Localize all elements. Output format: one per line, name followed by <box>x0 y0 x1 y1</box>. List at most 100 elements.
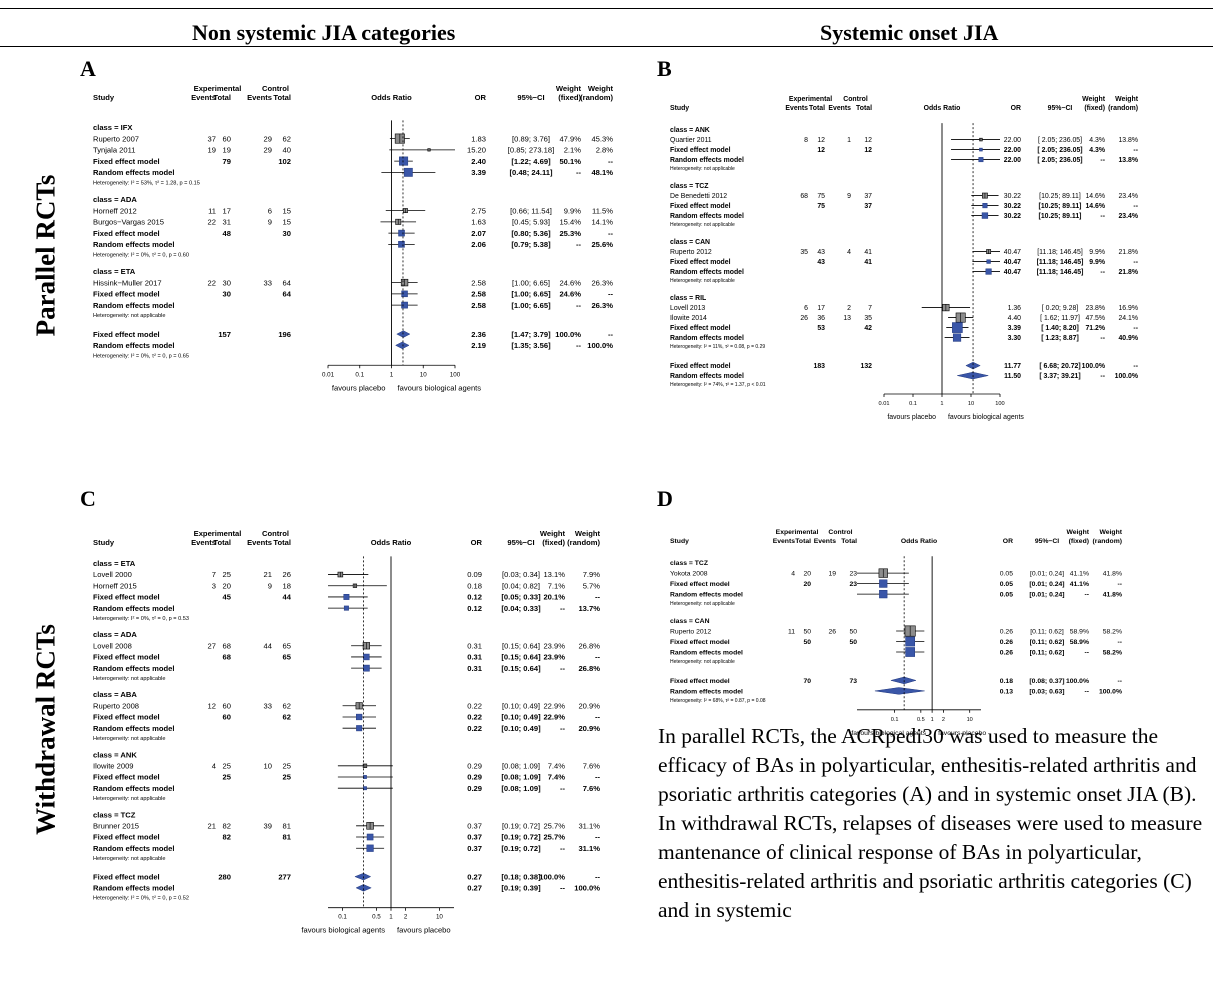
panel-b-random-box <box>981 212 989 219</box>
panel-c-ci-value: [0.15; 0.64] <box>502 641 540 650</box>
panel-b-random-box <box>952 333 962 342</box>
panel-b-ci-value: [ 2.05; 236.05] <box>1038 137 1082 144</box>
panel-c-weight-fixed: 23.9% <box>543 641 565 650</box>
panel-b-total-exp: 17 <box>817 305 825 312</box>
panel-b-events-ctrl: 2 <box>847 305 851 312</box>
panel-b-study-label: De Benedetti 2012 <box>670 193 727 200</box>
panel-a-ci-value: [1.00; 6.65] <box>511 290 551 299</box>
panel-b-study-label: Quartier 2011 <box>670 137 712 144</box>
panel-b-fixed-label: Fixed effect model <box>670 325 731 332</box>
panel-a-ci-value: [1.22; 4.69] <box>511 157 551 166</box>
panel-a-study-label: Horneff 2012 <box>93 206 137 215</box>
panel-a-weight-random: 11.5% <box>592 206 613 215</box>
panel-c-ci-value: [0.03; 0.34] <box>502 570 540 579</box>
panel-b-weight-random: 16.9% <box>1118 305 1138 312</box>
panel-b-ci-value: [11.18; 146.45] <box>1037 259 1084 266</box>
panel-a-group-label: class = ADA <box>93 195 137 204</box>
panel-d-header-experimental: Experimental <box>776 529 819 536</box>
panel-a-weight-fixed: 47.9% <box>559 134 581 143</box>
panel-c-overall-fixed-label: Fixed effect model <box>93 872 160 881</box>
panel-c-header-or: OR <box>471 538 483 547</box>
panel-c-random-label: Random effects model <box>93 664 174 673</box>
panel-c-or-value: 0.29 <box>467 761 482 770</box>
panel-c-weight-fixed: -- <box>560 784 566 793</box>
panel-c-heterogeneity: Heterogeneity: not applicable <box>93 676 165 682</box>
panel-d-weight-random: -- <box>1117 581 1122 588</box>
panel-c-ci-value: [0.15; 0.64] <box>501 653 541 662</box>
panel-c-random-label: Random effects model <box>93 784 174 793</box>
panel-c-events-exp: 21 <box>208 821 216 830</box>
panel-c-weight-fixed: -- <box>560 844 566 853</box>
panel-b-events-exp: 8 <box>804 137 808 144</box>
panel-d-header-weight: Weight <box>1066 529 1089 536</box>
panel-c-events-ctrl: 33 <box>264 701 272 710</box>
panel-b-fixed-box <box>986 259 991 264</box>
panel-d-total-exp: 20 <box>803 581 811 588</box>
panel-b-header-or: OR <box>1011 105 1021 112</box>
panel-c-or-value: 0.18 <box>467 581 482 590</box>
panel-c-ci-value: [0.08; 1.09] <box>501 784 541 793</box>
panel-c-weight-random: 5.7% <box>583 581 601 590</box>
panel-a-weight-random: 14.1% <box>591 218 613 227</box>
panel-c-or-value: 0.37 <box>467 833 482 842</box>
panel-a-total-ctrl: 15 <box>283 218 291 227</box>
panel-c-total-exp: 82 <box>223 821 231 830</box>
panel-c-fixed-label: Fixed effect model <box>93 713 160 722</box>
panel-b-overall-total-ctrl: 132 <box>861 363 873 370</box>
panel-b-total-ctrl: 37 <box>864 193 872 200</box>
panel-d-fixed-box <box>905 636 916 647</box>
panel-a-total-exp: 30 <box>223 290 231 299</box>
panel-c-weight-random: -- <box>595 833 601 842</box>
panel-a-events-ctrl: 33 <box>264 278 272 287</box>
panel-b-ci-value: [11.18; 146.45] <box>1037 269 1084 276</box>
panel-c-x-tick-label: 2 <box>404 914 408 921</box>
panel-b-events-exp: 26 <box>800 315 808 322</box>
panel-b-fixed-label: Fixed effect model <box>670 203 731 210</box>
panel-c-total-exp: 60 <box>223 713 231 722</box>
panel-c-total-exp: 20 <box>223 581 231 590</box>
panel-a-weight-fixed: 9.9% <box>564 206 582 215</box>
panel-d-x-tick-label: 2 <box>942 717 945 723</box>
panel-c-weight-random: 20.9% <box>578 701 600 710</box>
panel-c-events-exp: 12 <box>208 701 216 710</box>
panel-c-group-label: class = ANK <box>93 750 137 759</box>
panel-a-heterogeneity: Heterogeneity: I² = 53%, τ² = 1.28, p = … <box>93 180 200 186</box>
panel-d-x-tick-label: 1 <box>931 717 934 723</box>
panel-d-random-box <box>905 647 915 657</box>
panel-c-events-ctrl: 21 <box>264 570 272 579</box>
panel-a-overall-weight-fixed: -- <box>576 341 582 350</box>
panel-a-header-ci: 95%−CI <box>517 93 544 102</box>
panel-d-overall-fixed-label: Fixed effect model <box>670 678 730 685</box>
panel-a-random-box <box>398 241 405 248</box>
panel-a-ci-value: [1.00; 6.65] <box>511 301 551 310</box>
panel-d-header-weight-fixed: (fixed) <box>1069 538 1089 545</box>
panel-b-header-weight: Weight <box>1115 96 1139 103</box>
panel-d-weight-fixed: 58.9% <box>1070 639 1089 646</box>
panel-c-events-ctrl: 39 <box>264 821 272 830</box>
panel-a-weight-random: 26.3% <box>591 278 613 287</box>
panel-c-header-weight-fixed: (fixed) <box>542 538 565 547</box>
panel-a-total-ctrl: 15 <box>283 206 291 215</box>
panel-c-weight-random: 31.1% <box>578 821 600 830</box>
panel-c-or-value: 0.31 <box>467 664 483 673</box>
panel-a-header-total: Total <box>273 93 291 102</box>
panel-c-fixed-label: Fixed effect model <box>93 593 160 602</box>
panel-a-overall-total-exp: 157 <box>218 330 231 339</box>
panel-b-events-ctrl: 9 <box>847 193 851 200</box>
panel-b-overall-total-exp: 183 <box>814 363 826 370</box>
panel-d-total-ctrl: 50 <box>849 639 857 646</box>
panel-c-header-events: Events <box>247 538 272 547</box>
panel-a-or-value: 2.58 <box>471 290 486 299</box>
panel-b-overall-heterogeneity: Heterogeneity: I² = 74%, τ² = 1.37, p < … <box>670 382 766 388</box>
panel-b-weight-random: -- <box>1133 325 1138 332</box>
panel-c-header-study: Study <box>93 538 115 547</box>
panel-c-ci-value: [0.19; 0.72] <box>501 844 541 853</box>
panel-a-overall-total-ctrl: 196 <box>278 330 291 339</box>
panel-a-ci-value: [0.66; 11.54] <box>510 206 552 215</box>
panel-a-header-odds-ratio: Odds Ratio <box>371 93 412 102</box>
panel-c-total-ctrl: 65 <box>283 641 291 650</box>
panel-b-weight-fixed: 4.3% <box>1089 137 1105 144</box>
panel-b-total-exp: 12 <box>817 147 825 154</box>
panel-d-or-value: 0.05 <box>1000 571 1013 578</box>
panel-b-weight-fixed: -- <box>1100 157 1105 164</box>
